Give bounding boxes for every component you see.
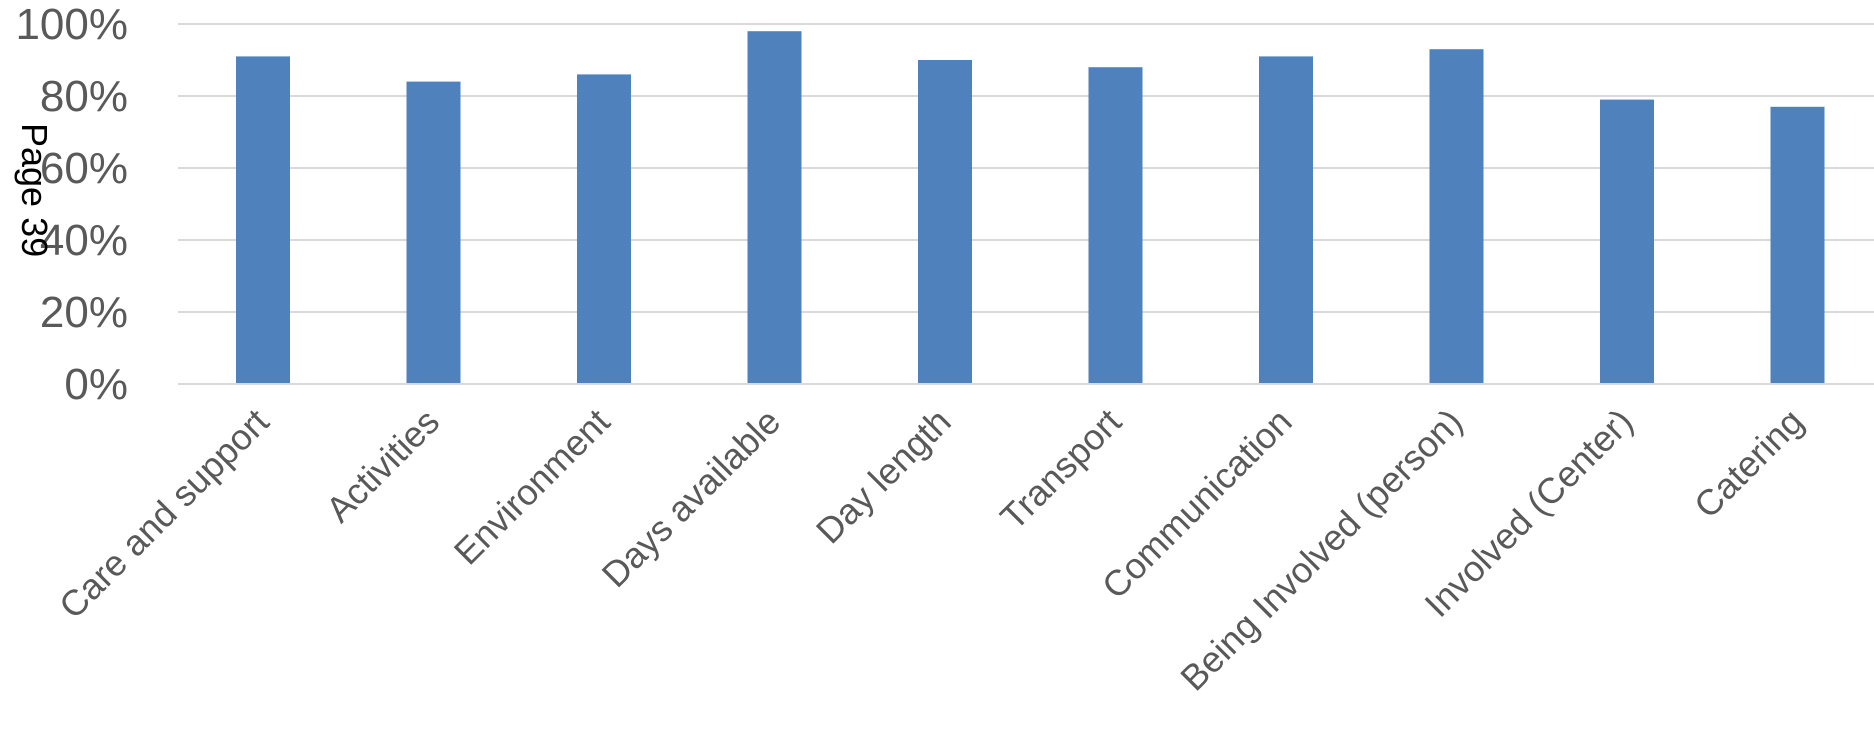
x-tick-label: Day length (808, 401, 959, 552)
y-tick-label: 100% (15, 0, 128, 49)
bar (236, 56, 290, 385)
grid-lines (178, 23, 1874, 313)
x-tick-label: Transport (992, 401, 1129, 538)
bar (747, 31, 802, 384)
y-tick-label: 60% (40, 144, 128, 193)
x-tick-label: Being Involved (person) (1172, 401, 1470, 699)
x-tick-labels: Care and support ActivitiesEnvironmentDay… (51, 401, 1811, 699)
bar (1429, 49, 1484, 384)
bar (577, 74, 631, 385)
bar (1259, 56, 1313, 385)
x-tick-label: Environment (446, 401, 618, 573)
bar (1770, 106, 1825, 385)
bar (918, 60, 972, 384)
bar (1600, 99, 1654, 384)
y-tick-label: 80% (40, 72, 128, 121)
y-tick-label: 20% (40, 288, 128, 337)
page-number-label: Page 39 (14, 123, 55, 257)
bar (406, 81, 461, 384)
y-tick-label: 40% (40, 216, 128, 265)
bar (1088, 67, 1143, 384)
y-tick-label: 0% (64, 360, 128, 409)
x-tick-label: Activities (318, 401, 447, 530)
bars (236, 31, 1825, 385)
y-tick-labels: 0% 20% 40% 60% 80% 100% (15, 0, 128, 409)
x-tick-label: Care and support (51, 401, 277, 627)
x-tick-label: Catering (1686, 401, 1811, 526)
x-tick-label: Days available (594, 401, 789, 596)
